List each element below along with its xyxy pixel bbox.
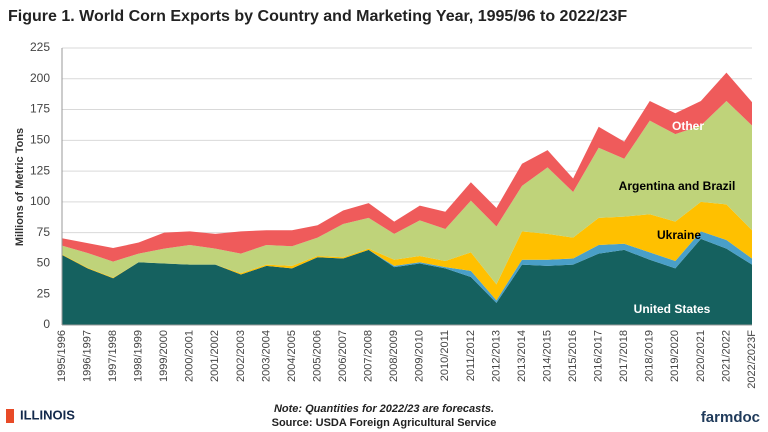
chart-title: Figure 1. World Corn Exports by Country …	[8, 8, 627, 25]
x-tick-label: 2011/2012	[465, 330, 477, 381]
y-tick-label: 150	[30, 133, 50, 147]
area	[62, 72, 752, 262]
x-tick-label: 2020/2021	[695, 330, 707, 382]
x-tick-label: 2019/2020	[669, 330, 681, 382]
x-tick-label: 2008/2009	[388, 330, 400, 382]
x-tick-label: 1995/1996	[56, 330, 68, 382]
x-tick-label: 2014/2015	[541, 330, 553, 382]
y-axis-label: Millions of Metric Tons	[14, 128, 26, 246]
source: Source: USDA Foreign Agricultural Servic…	[272, 417, 497, 429]
area	[62, 238, 752, 325]
y-tick-label: 0	[43, 317, 50, 331]
series-label: Argentina and Brazil	[619, 179, 736, 193]
brand-left: ILLINOIS	[20, 407, 75, 422]
y-tick-label: 125	[30, 163, 50, 177]
logo-mark	[6, 409, 14, 423]
x-tick-label: 1999/2000	[158, 330, 170, 382]
x-tick-label: 2002/2003	[235, 330, 247, 382]
x-tick-label: 2010/2011	[439, 330, 451, 381]
x-tick-label: 2013/2014	[516, 330, 528, 382]
x-tick-label: 2001/2002	[209, 330, 221, 382]
x-tick-label: 2021/2022	[720, 330, 732, 382]
area	[62, 100, 752, 285]
x-tick-label: 1998/1999	[133, 330, 145, 382]
series-label: United States	[634, 302, 711, 316]
y-tick-label: 225	[30, 40, 50, 54]
y-tick-label: 175	[30, 102, 50, 116]
x-tick-label: 2007/2008	[363, 330, 375, 382]
x-tick-label: 2017/2018	[618, 330, 630, 382]
x-tick-label: 2006/2007	[337, 330, 349, 382]
x-tick-label: 1996/1997	[81, 330, 93, 382]
brand-right: farmdoc	[701, 409, 760, 426]
x-tick-label: 2022/2023F	[746, 330, 758, 389]
x-tick-label: 2012/2013	[490, 330, 502, 382]
x-tick-label: 2003/2004	[260, 330, 272, 382]
x-tick-label: 2005/2006	[311, 330, 323, 382]
note: Note: Quantities for 2022/23 are forecas…	[274, 403, 494, 415]
y-tick-label: 75	[37, 225, 51, 239]
y-tick-label: 25	[37, 286, 51, 300]
x-tick-label: 2018/2019	[644, 330, 656, 382]
x-tick-label: 1997/1998	[107, 330, 119, 382]
series-label: Ukraine	[657, 228, 701, 242]
y-tick-label: 200	[30, 71, 50, 85]
x-tick-label: 2004/2005	[286, 330, 298, 382]
y-tick-label: 100	[30, 194, 50, 208]
y-tick-label: 50	[37, 256, 51, 270]
x-tick-label: 2016/2017	[593, 330, 605, 382]
x-tick-label: 2009/2010	[414, 330, 426, 382]
series-label: Other	[672, 119, 704, 133]
x-tick-label: 2000/2001	[184, 330, 196, 382]
x-tick-label: 2015/2016	[567, 330, 579, 382]
